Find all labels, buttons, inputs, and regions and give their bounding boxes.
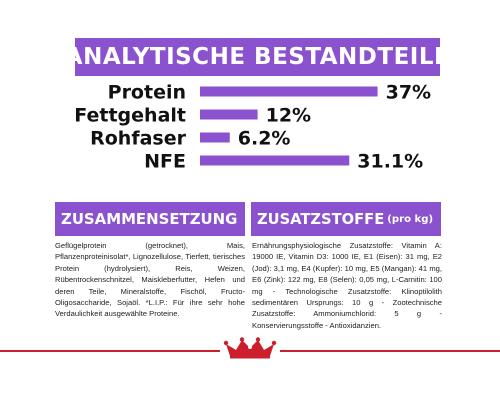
footer-divider-right: [280, 350, 500, 352]
value-label-1: 12%: [266, 105, 311, 127]
additives-header: ZUSATZSTOFFE (pro kg): [251, 202, 441, 236]
composition-header: ZUSAMMENSETZUNG: [55, 202, 245, 236]
composition-header-label: ZUSAMMENSETZUNG: [61, 210, 238, 228]
category-label-0: Protein: [108, 82, 186, 104]
bar-1: [200, 109, 258, 120]
additives-text: Ernährungsphysiologische Zusatzstoffe: V…: [252, 241, 442, 330]
footer-divider-left: [0, 350, 220, 352]
value-label-0: 37%: [386, 82, 431, 104]
value-label-2: 6.2%: [238, 128, 291, 150]
value-label-3: 31.1%: [357, 151, 423, 173]
category-label-3: NFE: [144, 151, 186, 173]
additives-header-label: ZUSATZSTOFFE: [257, 210, 385, 228]
composition-text: Geflügelprotein (getrocknet), Mais, Pfla…: [55, 241, 245, 319]
category-label-1: Fettgehalt: [74, 105, 186, 127]
page-title: ANALYTISCHE BESTANDTEILE: [64, 44, 451, 70]
bar-0: [200, 86, 378, 97]
crown-icon: [223, 337, 277, 359]
additives-header-suffix: (pro kg): [387, 213, 434, 225]
section-title-banner: ANALYTISCHE BESTANDTEILE: [65, 38, 450, 76]
bar-3: [200, 155, 350, 166]
bar-2: [200, 132, 230, 143]
category-label-2: Rohfaser: [90, 128, 186, 150]
